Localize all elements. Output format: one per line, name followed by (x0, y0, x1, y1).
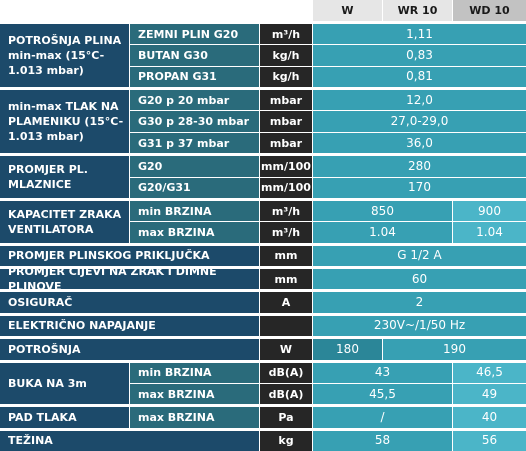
unit: mbar (260, 90, 312, 111)
value: 180 (313, 339, 382, 360)
value: 0,81 (313, 66, 526, 88)
unit: mbar (260, 132, 312, 154)
unit: mm/100 (260, 177, 312, 198)
sub-label: PROPAN G31 (130, 66, 259, 88)
unit: kg (260, 430, 312, 451)
unit: dB(A) (260, 362, 312, 383)
sub-label: G20 p 20 mbar (130, 90, 259, 111)
unit (260, 315, 312, 337)
value: 46,5 (453, 362, 526, 383)
row-label: min-max TLAK NA PLAMENIKU (15°C-1.013 mb… (0, 90, 129, 154)
value: 1,11 (313, 24, 526, 45)
row-label: POTROŠNJA (0, 339, 259, 360)
value: 2 (313, 292, 526, 313)
sub-label: min BRZINA (130, 362, 259, 383)
value: 280 (313, 156, 526, 177)
unit: dB(A) (260, 383, 312, 405)
unit: W (260, 339, 312, 360)
row-label: TEŽINA (0, 430, 259, 451)
value: 43 (313, 362, 452, 383)
unit: m³/h (260, 222, 312, 243)
unit: mm/100 (260, 156, 312, 177)
value: 12,0 (313, 90, 526, 111)
unit: m³/h (260, 200, 312, 222)
sub-label: G20 (130, 156, 259, 177)
row-label: PROMJER PLINSKOG PRIKLJUČKA (0, 245, 259, 267)
unit: m³/h (260, 24, 312, 45)
unit: A (260, 292, 312, 313)
value: 170 (313, 177, 526, 198)
unit: mbar (260, 111, 312, 132)
column-header: WR 10 (383, 0, 452, 21)
value: G 1/2 A (313, 245, 526, 267)
value: 27,0-29,0 (313, 111, 526, 132)
value: 40 (453, 407, 526, 428)
sub-label: max BRZINA (130, 407, 259, 428)
value: 1.04 (313, 222, 452, 243)
value: 58 (313, 430, 452, 451)
unit: mm (260, 245, 312, 267)
column-header: WD 10 (453, 0, 526, 21)
value: 190 (383, 339, 526, 360)
value: 0,83 (313, 45, 526, 66)
value: 56 (453, 430, 526, 451)
row-label: KAPACITET ZRAKA VENTILATORA (0, 200, 129, 243)
row-label: BUKA NA 3m (0, 362, 129, 405)
unit: mm (260, 269, 312, 290)
sub-label: BUTAN G30 (130, 45, 259, 66)
value: 60 (313, 269, 526, 290)
value: 49 (453, 383, 526, 405)
row-label: PAD TLAKA (0, 407, 129, 428)
value: 230V~/1/50 Hz (313, 315, 526, 337)
value: 45,5 (313, 383, 452, 405)
row-label: OSIGURAČ (0, 292, 259, 313)
column-header: W (313, 0, 382, 21)
sub-label: max BRZINA (130, 222, 259, 243)
value: 850 (313, 200, 452, 222)
sub-label: max BRZINA (130, 383, 259, 405)
sub-label: G20/G31 (130, 177, 259, 198)
row-label: ELEKTRIČNO NAPAJANJE (0, 315, 259, 337)
value: / (313, 407, 452, 428)
value: 1.04 (453, 222, 526, 243)
sub-label: min BRZINA (130, 200, 259, 222)
unit: Pa (260, 407, 312, 428)
unit: kg/h (260, 66, 312, 88)
value: 900 (453, 200, 526, 222)
row-label: POTROŠNJA PLINA min-max (15°C-1.013 mbar… (0, 24, 129, 88)
unit: kg/h (260, 45, 312, 66)
sub-label: ZEMNI PLIN G20 (130, 24, 259, 45)
value: 36,0 (313, 132, 526, 154)
sub-label: G30 p 28-30 mbar (130, 111, 259, 132)
sub-label: G31 p 37 mbar (130, 132, 259, 154)
row-label: PROMJER PL. MLAZNICE (0, 156, 129, 198)
row-label: PROMJER CIJEVI NA ZRAK I DIMNE PLINOVE (0, 269, 259, 290)
